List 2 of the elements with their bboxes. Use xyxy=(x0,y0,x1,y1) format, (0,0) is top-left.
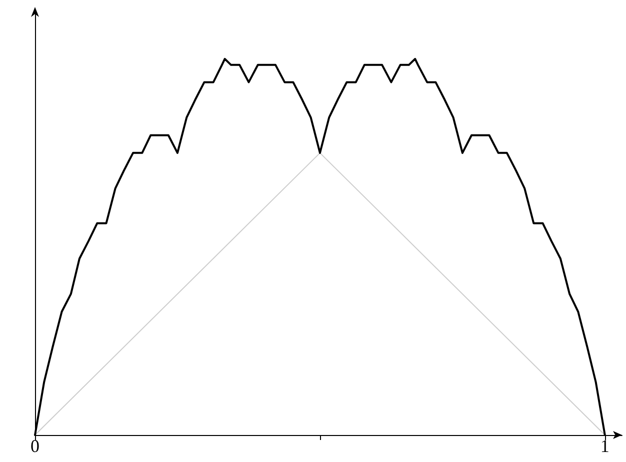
x-tick-label: 0 xyxy=(30,436,40,456)
x-tick-label: 1 xyxy=(600,436,610,456)
